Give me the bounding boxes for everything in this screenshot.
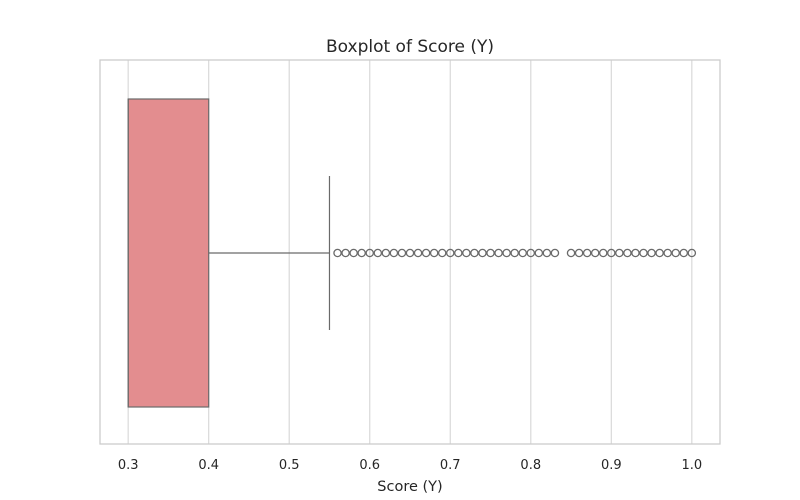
outlier-point [437, 248, 447, 258]
outlier-point [663, 248, 672, 258]
x-tick-label: 0.6 [359, 458, 380, 473]
outlier-point [341, 248, 350, 258]
outlier-point [429, 248, 439, 258]
plot-area [127, 98, 697, 408]
outlier-point [502, 248, 511, 258]
outlier-point [542, 248, 552, 258]
x-tick-label: 1.0 [681, 458, 702, 473]
outlier-point [615, 248, 624, 258]
outlier-point [590, 248, 600, 258]
outlier-point [373, 248, 383, 258]
outlier-point [405, 248, 415, 258]
outlier-point [389, 248, 399, 258]
chart-title: Boxplot of Score (Y) [326, 37, 494, 57]
outlier-point [534, 248, 544, 258]
x-axis-label: Score (Y) [377, 479, 442, 495]
outlier-point [598, 248, 608, 258]
outlier-point [446, 248, 455, 258]
x-tick-label: 0.7 [440, 458, 461, 473]
outlier-point [687, 248, 697, 258]
outlier-point [582, 248, 592, 258]
outlier-point [454, 248, 463, 258]
outlier-point [631, 248, 640, 258]
outlier-point [413, 248, 423, 258]
x-axis-ticks: 0.3 0.4 0.5 0.6 0.7 0.8 0.9 1.0 [118, 458, 702, 473]
outlier-point [365, 248, 374, 258]
outlier-point [478, 248, 487, 258]
x-tick-label: 0.5 [279, 458, 300, 473]
outlier-point [510, 248, 519, 258]
x-tick-label: 0.3 [118, 458, 139, 473]
x-tick-label: 0.9 [601, 458, 622, 473]
outlier-point [671, 248, 680, 258]
outlier-point [607, 248, 616, 258]
outlier-point [381, 248, 391, 258]
outlier-point [566, 248, 576, 258]
outlier-point [494, 248, 503, 258]
outlier-point [421, 248, 431, 258]
box-iqr [127, 98, 210, 408]
outlier-point [397, 248, 407, 258]
outlier-point [518, 248, 527, 258]
outlier-point [333, 248, 342, 258]
outlier-point [647, 248, 656, 258]
outlier-point [470, 248, 479, 258]
outlier-point [526, 248, 536, 258]
outlier-point [349, 248, 358, 258]
outlier-point [462, 248, 471, 258]
x-tick-label: 0.8 [520, 458, 541, 473]
outlier-point [574, 248, 584, 258]
outlier-point [357, 248, 366, 258]
outlier-point [639, 248, 648, 258]
outlier-point [550, 248, 560, 258]
outlier-point [486, 248, 495, 258]
axes-frame [99, 59, 721, 445]
outlier-point [623, 248, 632, 258]
outlier-point [679, 248, 689, 258]
x-tick-label: 0.4 [198, 458, 219, 473]
outlier-point [655, 248, 664, 258]
